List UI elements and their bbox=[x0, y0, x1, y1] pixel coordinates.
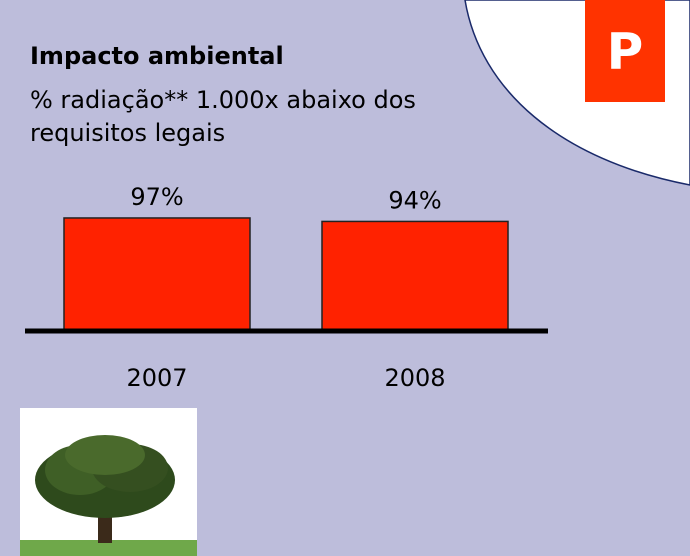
bar bbox=[321, 220, 509, 331]
bar bbox=[63, 217, 251, 331]
tree-image bbox=[20, 408, 197, 556]
value-label: 97% bbox=[130, 183, 183, 211]
x-tick-label: 2008 bbox=[384, 364, 445, 392]
logo-text: P bbox=[607, 23, 644, 81]
value-label: 94% bbox=[388, 186, 441, 214]
x-tick-label: 2007 bbox=[126, 364, 187, 392]
chart-subtitle: % radiação** 1.000x abaixo dos requisito… bbox=[30, 86, 416, 147]
chart-title: Impacto ambiental bbox=[30, 42, 284, 70]
logo-box bbox=[585, 0, 665, 102]
